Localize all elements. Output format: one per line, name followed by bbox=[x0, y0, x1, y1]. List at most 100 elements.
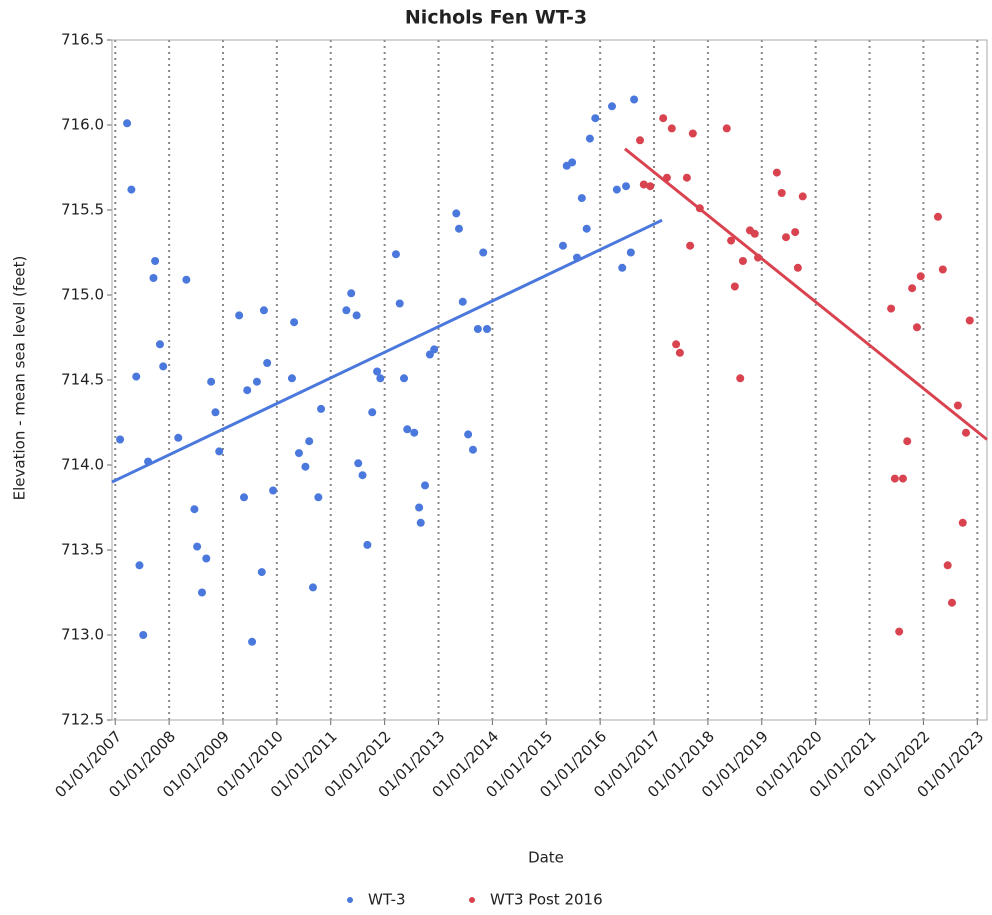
point bbox=[395, 299, 404, 308]
point bbox=[135, 561, 144, 570]
point bbox=[314, 493, 323, 502]
y-tick-label: 713.0 bbox=[61, 626, 104, 644]
point bbox=[612, 185, 621, 194]
y-tick-label: 715.5 bbox=[61, 201, 104, 219]
point bbox=[257, 568, 266, 577]
point bbox=[887, 304, 896, 313]
point bbox=[646, 182, 655, 191]
point bbox=[301, 462, 310, 471]
point bbox=[750, 229, 759, 238]
point bbox=[149, 274, 158, 282]
point bbox=[622, 182, 631, 191]
point bbox=[558, 241, 567, 250]
chart-title: Nichols Fen WT-3 bbox=[405, 7, 587, 29]
point bbox=[290, 318, 299, 327]
point bbox=[211, 408, 220, 417]
point bbox=[483, 325, 491, 333]
trend-line bbox=[623, 147, 988, 441]
point bbox=[675, 348, 684, 357]
point bbox=[430, 345, 439, 354]
point bbox=[659, 114, 668, 123]
point bbox=[116, 435, 125, 444]
point bbox=[182, 275, 191, 284]
y-tick-label: 716.0 bbox=[61, 116, 104, 134]
point bbox=[568, 158, 577, 167]
point bbox=[473, 325, 482, 333]
point bbox=[479, 248, 488, 257]
point bbox=[793, 263, 802, 272]
legend-label: WT3 Post 2016 bbox=[490, 891, 603, 909]
point bbox=[197, 588, 206, 597]
point bbox=[243, 386, 252, 395]
point bbox=[667, 124, 676, 133]
point bbox=[123, 119, 132, 128]
point bbox=[252, 377, 261, 386]
point bbox=[736, 374, 745, 383]
point bbox=[190, 505, 199, 514]
point bbox=[368, 408, 377, 417]
point bbox=[730, 282, 739, 291]
point bbox=[215, 447, 224, 456]
point bbox=[376, 374, 385, 383]
point bbox=[916, 272, 925, 281]
y-axis-label: Elevation - mean sea level (feet) bbox=[11, 256, 29, 501]
point bbox=[591, 114, 600, 123]
point bbox=[248, 637, 257, 646]
point bbox=[727, 236, 736, 245]
point bbox=[618, 263, 627, 272]
point bbox=[791, 228, 800, 237]
point bbox=[933, 212, 942, 221]
point bbox=[354, 459, 363, 468]
point bbox=[947, 598, 956, 607]
point bbox=[572, 253, 581, 262]
point bbox=[263, 359, 272, 367]
point bbox=[174, 433, 183, 442]
point bbox=[777, 189, 786, 197]
point bbox=[639, 180, 648, 189]
point bbox=[207, 377, 216, 386]
legend-marker bbox=[347, 897, 353, 903]
point bbox=[772, 168, 781, 177]
point bbox=[798, 192, 807, 201]
point bbox=[895, 627, 904, 636]
point bbox=[202, 554, 211, 563]
point bbox=[782, 233, 791, 242]
point bbox=[352, 311, 361, 320]
point bbox=[464, 430, 473, 439]
point bbox=[139, 631, 148, 639]
point bbox=[287, 374, 296, 383]
point bbox=[630, 95, 639, 104]
point bbox=[235, 311, 244, 320]
point bbox=[903, 437, 912, 446]
point bbox=[695, 204, 704, 213]
point bbox=[421, 481, 430, 490]
point bbox=[452, 209, 461, 218]
point bbox=[342, 306, 351, 315]
point bbox=[151, 257, 160, 265]
point bbox=[754, 253, 763, 262]
point bbox=[410, 428, 419, 437]
point bbox=[127, 185, 136, 194]
point bbox=[363, 540, 372, 549]
y-tick-label: 714.5 bbox=[61, 371, 104, 389]
point bbox=[953, 401, 962, 410]
y-tick-label: 715.0 bbox=[61, 286, 104, 304]
legend-marker bbox=[469, 897, 475, 903]
point bbox=[132, 372, 141, 381]
point bbox=[308, 583, 317, 592]
point bbox=[686, 241, 695, 250]
trend-line bbox=[111, 218, 663, 484]
legend-label: WT-3 bbox=[368, 891, 406, 909]
point bbox=[358, 471, 367, 480]
y-tick-label: 713.5 bbox=[61, 541, 104, 559]
point bbox=[458, 297, 467, 306]
point bbox=[259, 306, 268, 315]
point bbox=[662, 173, 671, 182]
plot-frame bbox=[111, 39, 988, 721]
point bbox=[626, 248, 635, 257]
point bbox=[240, 493, 249, 502]
point bbox=[294, 449, 303, 458]
point bbox=[682, 173, 691, 182]
point bbox=[938, 265, 947, 274]
point bbox=[415, 503, 424, 512]
